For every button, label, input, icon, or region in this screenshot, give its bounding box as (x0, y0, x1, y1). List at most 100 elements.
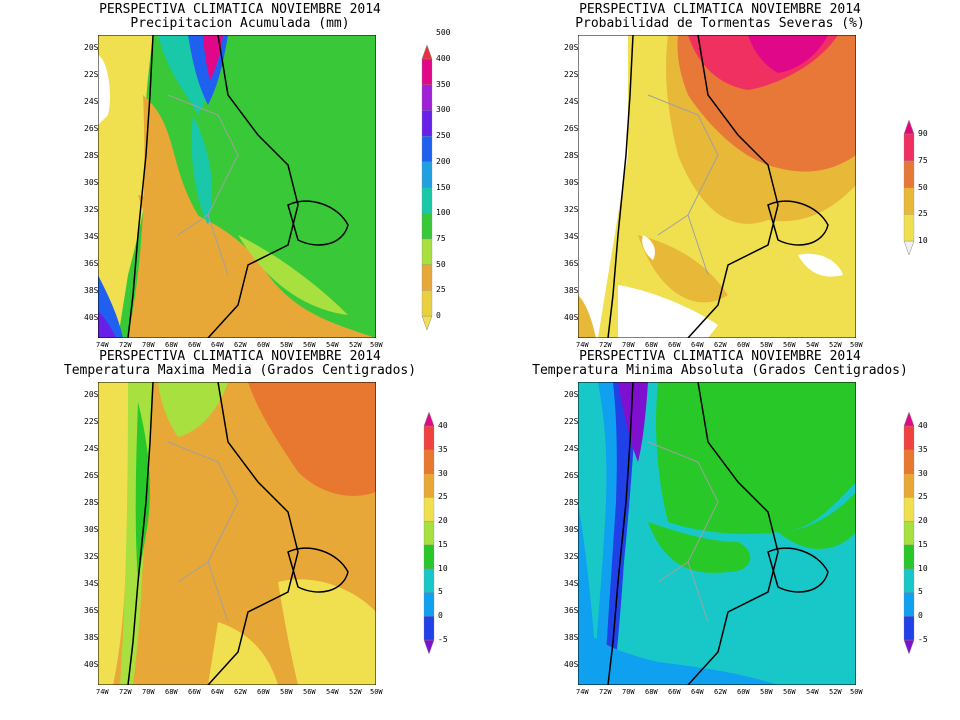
lon-tick-label: 64W (211, 341, 224, 349)
colorbar-segment (421, 187, 433, 214)
colorbar-label: 20 (438, 516, 448, 526)
colorbar-label: 75 (918, 155, 928, 165)
colorbar-bottom-triangle (903, 639, 915, 654)
colorbar-label: 0 (436, 311, 441, 320)
lat-tick-label: 28S (84, 498, 99, 507)
colorbar-segment (903, 473, 915, 498)
colorbar-label: 200 (436, 156, 451, 166)
lon-tick-label: 58W (760, 688, 773, 696)
lat-tick-label: 32S (84, 552, 99, 561)
colorbar (423, 412, 435, 654)
max-temperature-map (98, 382, 376, 685)
lon-tick-label: 74W (96, 341, 109, 349)
colorbar-segment (423, 449, 435, 474)
colorbar-segment (903, 160, 915, 188)
lat-tick-label: 28S (84, 151, 99, 160)
colorbar-label: 250 (436, 131, 451, 141)
colorbar-label: 500 (436, 28, 451, 38)
lat-tick-label: 38S (564, 633, 579, 642)
lat-tick-label: 24S (564, 444, 579, 453)
lon-tick-label: 74W (576, 688, 589, 696)
lat-tick-label: 30S (564, 178, 579, 187)
colorbar-label: -5 (438, 635, 448, 644)
colorbar-segment (903, 214, 915, 242)
lat-tick-label: 30S (564, 525, 579, 534)
lon-tick-label: 64W (691, 688, 704, 696)
lat-tick-label: 24S (564, 97, 579, 106)
colorbar-segment (903, 520, 915, 546)
colorbar-segment (903, 616, 915, 641)
panel-title-variable: Precipitacion Acumulada (mm) (130, 16, 350, 31)
colorbar-label: 15 (438, 539, 448, 549)
lat-tick-label: 40S (84, 660, 99, 669)
colorbar-label: 300 (436, 105, 451, 115)
colorbar-label: 25 (438, 492, 448, 502)
panel-title-main: PERSPECTIVA CLIMATICA NOVIEMBRE 2014 (99, 2, 381, 17)
lon-tick-label: 52W (349, 341, 362, 349)
lon-tick-label: 54W (806, 341, 819, 349)
lon-tick-label: 66W (668, 341, 681, 349)
lon-tick-label: 68W (165, 688, 178, 696)
lon-tick-label: 56W (303, 688, 316, 696)
colorbar-segment (903, 544, 915, 569)
colorbar-segment (903, 497, 915, 522)
lat-tick-label: 26S (84, 471, 99, 480)
lat-tick-label: 38S (84, 633, 99, 642)
colorbar-label: 25 (918, 492, 928, 502)
lon-tick-label: 62W (234, 688, 247, 696)
lon-tick-label: 62W (714, 341, 727, 349)
colorbar-label: 10 (918, 236, 928, 245)
lat-tick-label: 22S (564, 417, 579, 426)
severe-storm-probability-map (578, 35, 856, 338)
lat-tick-label: 32S (84, 205, 99, 214)
colorbar-segment (423, 544, 435, 569)
colorbar-label: 75 (436, 233, 446, 243)
colorbar-segment (903, 592, 915, 617)
colorbar-top-triangle (903, 412, 915, 427)
lon-tick-label: 50W (850, 341, 863, 349)
lat-tick-label: 34S (564, 579, 579, 588)
lon-tick-label: 70W (622, 341, 635, 349)
colorbar-segment (423, 568, 435, 593)
lon-tick-label: 64W (691, 341, 704, 349)
lat-tick-label: 36S (564, 606, 579, 615)
colorbar-label: 25 (918, 209, 928, 219)
panel-title-variable: Probabilidad de Tormentas Severas (%) (575, 16, 865, 31)
lat-tick-label: 40S (84, 313, 99, 322)
colorbar-segment (421, 290, 433, 317)
colorbar-label: 20 (918, 516, 928, 526)
lat-tick-label: 36S (84, 606, 99, 615)
lat-tick-label: 32S (564, 205, 579, 214)
lon-tick-label: 70W (622, 688, 635, 696)
colorbar-segment (421, 264, 433, 291)
lat-tick-label: 32S (564, 552, 579, 561)
colorbar-label: 25 (436, 285, 446, 295)
lat-tick-label: 40S (564, 313, 579, 322)
colorbar-segment (423, 592, 435, 617)
colorbar-label: 10 (918, 563, 928, 573)
lon-tick-label: 60W (737, 688, 750, 696)
colorbar-label: 150 (436, 182, 451, 192)
lat-tick-label: 26S (564, 471, 579, 480)
panel-min-temperature: PERSPECTIVA CLIMATICA NOVIEMBRE 2014 Tem… (480, 350, 960, 710)
colorbar-label: 10 (438, 563, 448, 573)
colorbar-segment (423, 497, 435, 522)
colorbar-label: 400 (436, 54, 451, 63)
colorbar-segment (423, 520, 435, 546)
lat-tick-label: 34S (84, 232, 99, 241)
lon-tick-label: 66W (668, 688, 681, 696)
colorbar-bottom-triangle (421, 315, 433, 330)
panel-title-variable: Temperatura Minima Absoluta (Grados Cent… (532, 363, 908, 378)
colorbar-segment (423, 473, 435, 498)
lon-tick-label: 72W (599, 341, 612, 349)
colorbar-label: 15 (918, 539, 928, 549)
lat-tick-label: 20S (564, 390, 579, 399)
colorbar-top-triangle (423, 412, 435, 427)
colorbar-label: 50 (918, 182, 928, 192)
panel-precipitation: PERSPECTIVA CLIMATICA NOVIEMBRE 2014 Pre… (0, 0, 480, 360)
lon-tick-label: 70W (142, 688, 155, 696)
lat-tick-label: 26S (564, 124, 579, 133)
lat-tick-label: 22S (564, 70, 579, 79)
panel-title-variable: Temperatura Maxima Media (Grados Centigr… (63, 363, 417, 378)
lat-tick-label: 34S (84, 579, 99, 588)
